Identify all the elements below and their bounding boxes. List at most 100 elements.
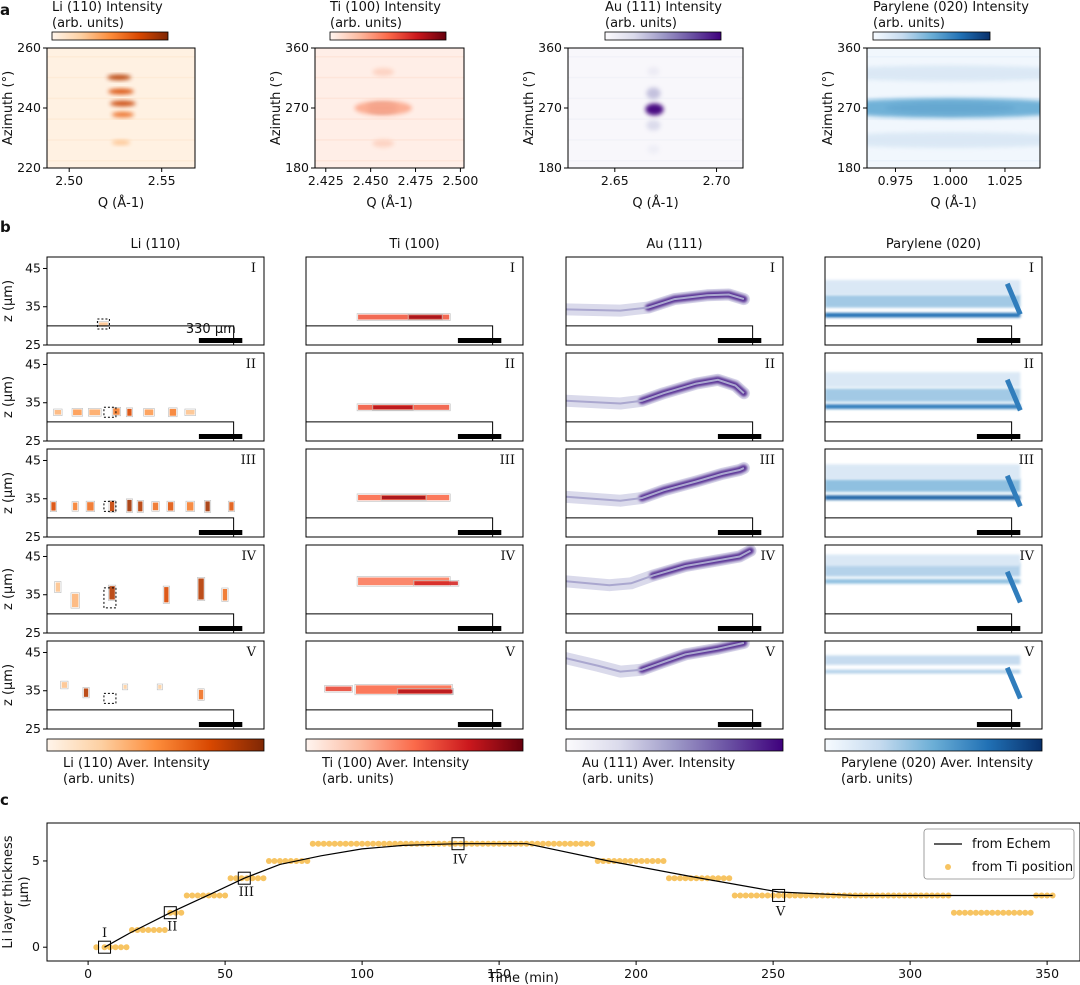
intensity-contour	[204, 500, 212, 513]
ti-position-point	[633, 857, 640, 864]
parylene-band	[825, 404, 1021, 409]
axes-frame	[565, 256, 784, 346]
colorbar-sublabel: (arb. units)	[63, 772, 135, 787]
diffraction-peak	[372, 68, 394, 76]
row-label: III	[760, 453, 775, 468]
map-content	[825, 641, 1042, 729]
ti-position-point	[715, 875, 722, 882]
colorbar-subtitle: (arb. units)	[605, 16, 677, 31]
intensity-blob	[51, 502, 56, 511]
ti-position-point	[342, 840, 349, 847]
map-background	[47, 449, 264, 537]
scale-bar	[457, 338, 502, 343]
x-tick-label: 2.500	[443, 173, 479, 188]
ti-position-point	[233, 875, 240, 882]
y-tick-label: 35	[25, 299, 41, 314]
intensity-blob	[409, 315, 442, 319]
intensity-blob	[54, 410, 62, 415]
intensity-contour	[356, 403, 451, 412]
axes-frame	[46, 640, 265, 730]
colorbar-label: Ti (100) Aver. Intensity	[321, 756, 470, 771]
scale-bar	[198, 530, 243, 535]
y-tick-label: 45	[25, 260, 41, 275]
x-tick-label: 2.50	[55, 173, 83, 188]
ti-position-point	[792, 892, 799, 899]
row-label: V	[1024, 645, 1035, 660]
y-tick-label: 0	[32, 939, 40, 954]
ti-position-point	[989, 909, 996, 916]
ti-position-point	[972, 909, 979, 916]
map-content	[47, 545, 264, 633]
row-label: I	[770, 261, 775, 276]
colorbar-label: Parylene (020) Aver. Intensity	[841, 756, 1033, 771]
axes-frame	[305, 640, 524, 730]
ti-position-point	[950, 909, 957, 916]
intensity-contour	[356, 313, 451, 321]
ti-position-point	[353, 840, 360, 847]
ti-position-point	[145, 926, 152, 933]
scale-bar	[198, 338, 243, 343]
intensity-contour	[156, 683, 163, 691]
map-content	[566, 353, 783, 441]
ti-position-point	[216, 892, 223, 899]
ti-position-point	[824, 892, 831, 899]
ti-position-point	[309, 840, 316, 847]
row-label: IV	[760, 549, 775, 564]
y-tick-label: 270	[285, 100, 309, 115]
plot-area	[93, 840, 1056, 951]
x-tick-label: 1.000	[932, 173, 968, 188]
intensity-blob	[99, 322, 108, 326]
row-label: II	[246, 357, 256, 372]
column-title: Au (111)	[646, 237, 702, 252]
x-tick-label: 2.450	[353, 173, 389, 188]
ti-position-point	[671, 875, 678, 882]
axes-frame	[305, 544, 524, 634]
intensity-contour	[197, 577, 206, 601]
y-tick-label: 45	[25, 356, 41, 371]
ti-position-point	[556, 840, 563, 847]
row-label: III	[1019, 453, 1034, 468]
colorbar-label: Au (111) Aver. Intensity	[582, 756, 735, 771]
intensity-blob	[109, 501, 115, 512]
ti-position-point	[430, 840, 437, 847]
gold-layer-line	[566, 378, 745, 405]
colorbar	[604, 31, 722, 41]
row-label: IV	[241, 549, 256, 564]
diffraction-peak	[354, 100, 412, 116]
ti-position-point	[753, 892, 760, 899]
axes-frame	[46, 448, 265, 538]
map-background	[47, 353, 264, 441]
y-axis-label: z (µm)	[1, 472, 16, 514]
ti-position-point	[370, 840, 377, 847]
ti-position-point	[364, 840, 371, 847]
parylene-band	[825, 554, 1021, 567]
map-background	[47, 545, 264, 633]
parylene-band	[825, 372, 1021, 388]
region-box	[103, 692, 117, 704]
intensity-contour	[168, 407, 178, 418]
legend-label: from Echem	[972, 837, 1051, 852]
y-tick-label: 240	[17, 100, 41, 115]
colorbar-subtitle: (arb. units)	[873, 16, 945, 31]
x-axis-label: Time (min)	[487, 971, 559, 985]
ti-position-point	[649, 857, 656, 864]
ti-position-point	[1016, 909, 1023, 916]
intensity-contour	[371, 404, 414, 411]
x-tick-label: 150	[487, 966, 511, 981]
ti-position-point	[983, 909, 990, 916]
scale-bar	[717, 722, 762, 727]
ti-position-point	[781, 892, 788, 899]
streak	[568, 139, 743, 141]
map-background	[306, 545, 523, 633]
intensity-contour	[108, 500, 116, 513]
ti-position-point	[211, 892, 218, 899]
ti-position-point	[183, 892, 190, 899]
ti-position-point	[1000, 909, 1007, 916]
intensity-blob	[198, 578, 204, 600]
intensity-contour	[143, 408, 155, 417]
y-axis-unit: (µm)	[17, 876, 32, 907]
colorbar	[51, 31, 169, 41]
axes-frame	[305, 352, 524, 442]
x-tick-label: 250	[761, 966, 785, 981]
ti-position-point	[786, 892, 793, 899]
